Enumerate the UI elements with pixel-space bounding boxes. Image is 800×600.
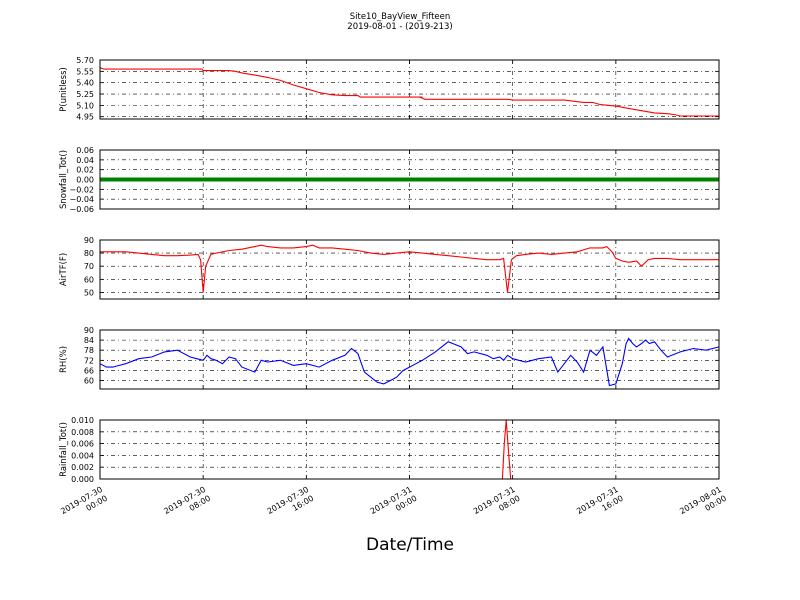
y-tick-label: −0.02 bbox=[69, 185, 94, 194]
y-tick-label: 4.95 bbox=[76, 113, 94, 122]
y-axis-label: Snowfall_Tot() bbox=[59, 150, 69, 209]
y-tick-label: 0.04 bbox=[76, 156, 94, 165]
y-tick-label: 5.70 bbox=[76, 56, 94, 65]
y-tick-label: 0.002 bbox=[71, 463, 94, 472]
x-tick-label: 2019-07-3008:00 bbox=[162, 485, 212, 525]
y-tick-label: 60 bbox=[84, 275, 94, 284]
axes-frame bbox=[99, 59, 720, 120]
y-axis-label: P(unitless) bbox=[59, 67, 69, 112]
series-line bbox=[99, 337, 720, 387]
x-tick-label: 2019-07-3108:00 bbox=[472, 485, 522, 525]
y-tick-label: 0.008 bbox=[71, 428, 94, 437]
y-tick-label: 0.02 bbox=[76, 166, 94, 175]
y-tick-label: −0.04 bbox=[69, 195, 94, 204]
x-tick-label: 2019-07-3116:00 bbox=[575, 485, 625, 525]
y-tick-label: 80 bbox=[84, 249, 94, 258]
y-axis-label: AirTF(F) bbox=[59, 253, 69, 286]
y-tick-label: 0.00 bbox=[76, 176, 94, 185]
figure-title: Site10_BayView_Fifteen bbox=[350, 12, 451, 22]
y-tick-label: 70 bbox=[84, 262, 94, 271]
y-tick-label: 5.40 bbox=[76, 79, 94, 88]
axes-frame bbox=[99, 239, 720, 300]
axes-frame bbox=[99, 419, 720, 480]
y-tick-label: 0.010 bbox=[71, 416, 94, 425]
y-tick-label: 5.25 bbox=[76, 90, 94, 99]
subplot-1: 4.95 5.10 5.25 5.40 5.55 5.70 P(unitless) bbox=[59, 56, 720, 122]
y-axis-label: RH(%) bbox=[59, 346, 69, 373]
y-tick-label: 78 bbox=[84, 346, 94, 355]
y-tick-label: 66 bbox=[84, 366, 94, 375]
y-tick-label: 90 bbox=[84, 236, 94, 245]
y-tick-label: 0.06 bbox=[76, 146, 94, 155]
y-tick-label: 5.10 bbox=[76, 101, 94, 110]
figure-subtitle: 2019-08-01 - (2019-213) bbox=[347, 22, 452, 32]
y-tick-label: 50 bbox=[84, 288, 94, 297]
y-tick-label: 84 bbox=[84, 336, 94, 345]
x-tick-label: 2019-08-0100:00 bbox=[678, 485, 728, 525]
axes-frame bbox=[99, 149, 720, 210]
y-axis-label: Rainfall_Tot() bbox=[59, 422, 69, 477]
subplot-panels: 4.95 5.10 5.25 5.40 5.55 5.70 P(unitless) −0.06… bbox=[59, 56, 720, 484]
x-tick-label: 2019-07-3100:00 bbox=[369, 485, 419, 525]
subplot-3: 50 60 70 80 90 AirTF(F) bbox=[59, 236, 720, 300]
y-tick-label: 5.55 bbox=[76, 67, 94, 76]
y-tick-label: 0.006 bbox=[71, 440, 94, 449]
subplot-5: 0.000 0.002 0.004 0.006 0.008 0.010Rainfall_T… bbox=[59, 416, 720, 484]
x-tick-label: 2019-07-3016:00 bbox=[266, 485, 316, 525]
axes-frame bbox=[99, 329, 720, 390]
y-tick-label: −0.06 bbox=[69, 205, 94, 214]
y-tick-label: 0.004 bbox=[71, 451, 94, 460]
x-axis-label: Date/Time bbox=[366, 535, 454, 555]
x-tick-labels: 2019-07-3000:00 2019-07-3008:00 2019-07-30… bbox=[59, 485, 728, 525]
y-tick-label: 90 bbox=[84, 326, 94, 335]
subplot-2: −0.06−0.04−0.020.000.020.040.06 Snowfall_… bbox=[59, 146, 720, 214]
y-tick-label: 72 bbox=[84, 356, 94, 365]
series-line bbox=[99, 67, 719, 117]
y-tick-label: 60 bbox=[84, 377, 94, 386]
x-tick-label: 2019-07-3000:00 bbox=[59, 485, 109, 525]
series-line bbox=[100, 244, 719, 293]
y-tick-label: 0.000 bbox=[71, 475, 94, 484]
